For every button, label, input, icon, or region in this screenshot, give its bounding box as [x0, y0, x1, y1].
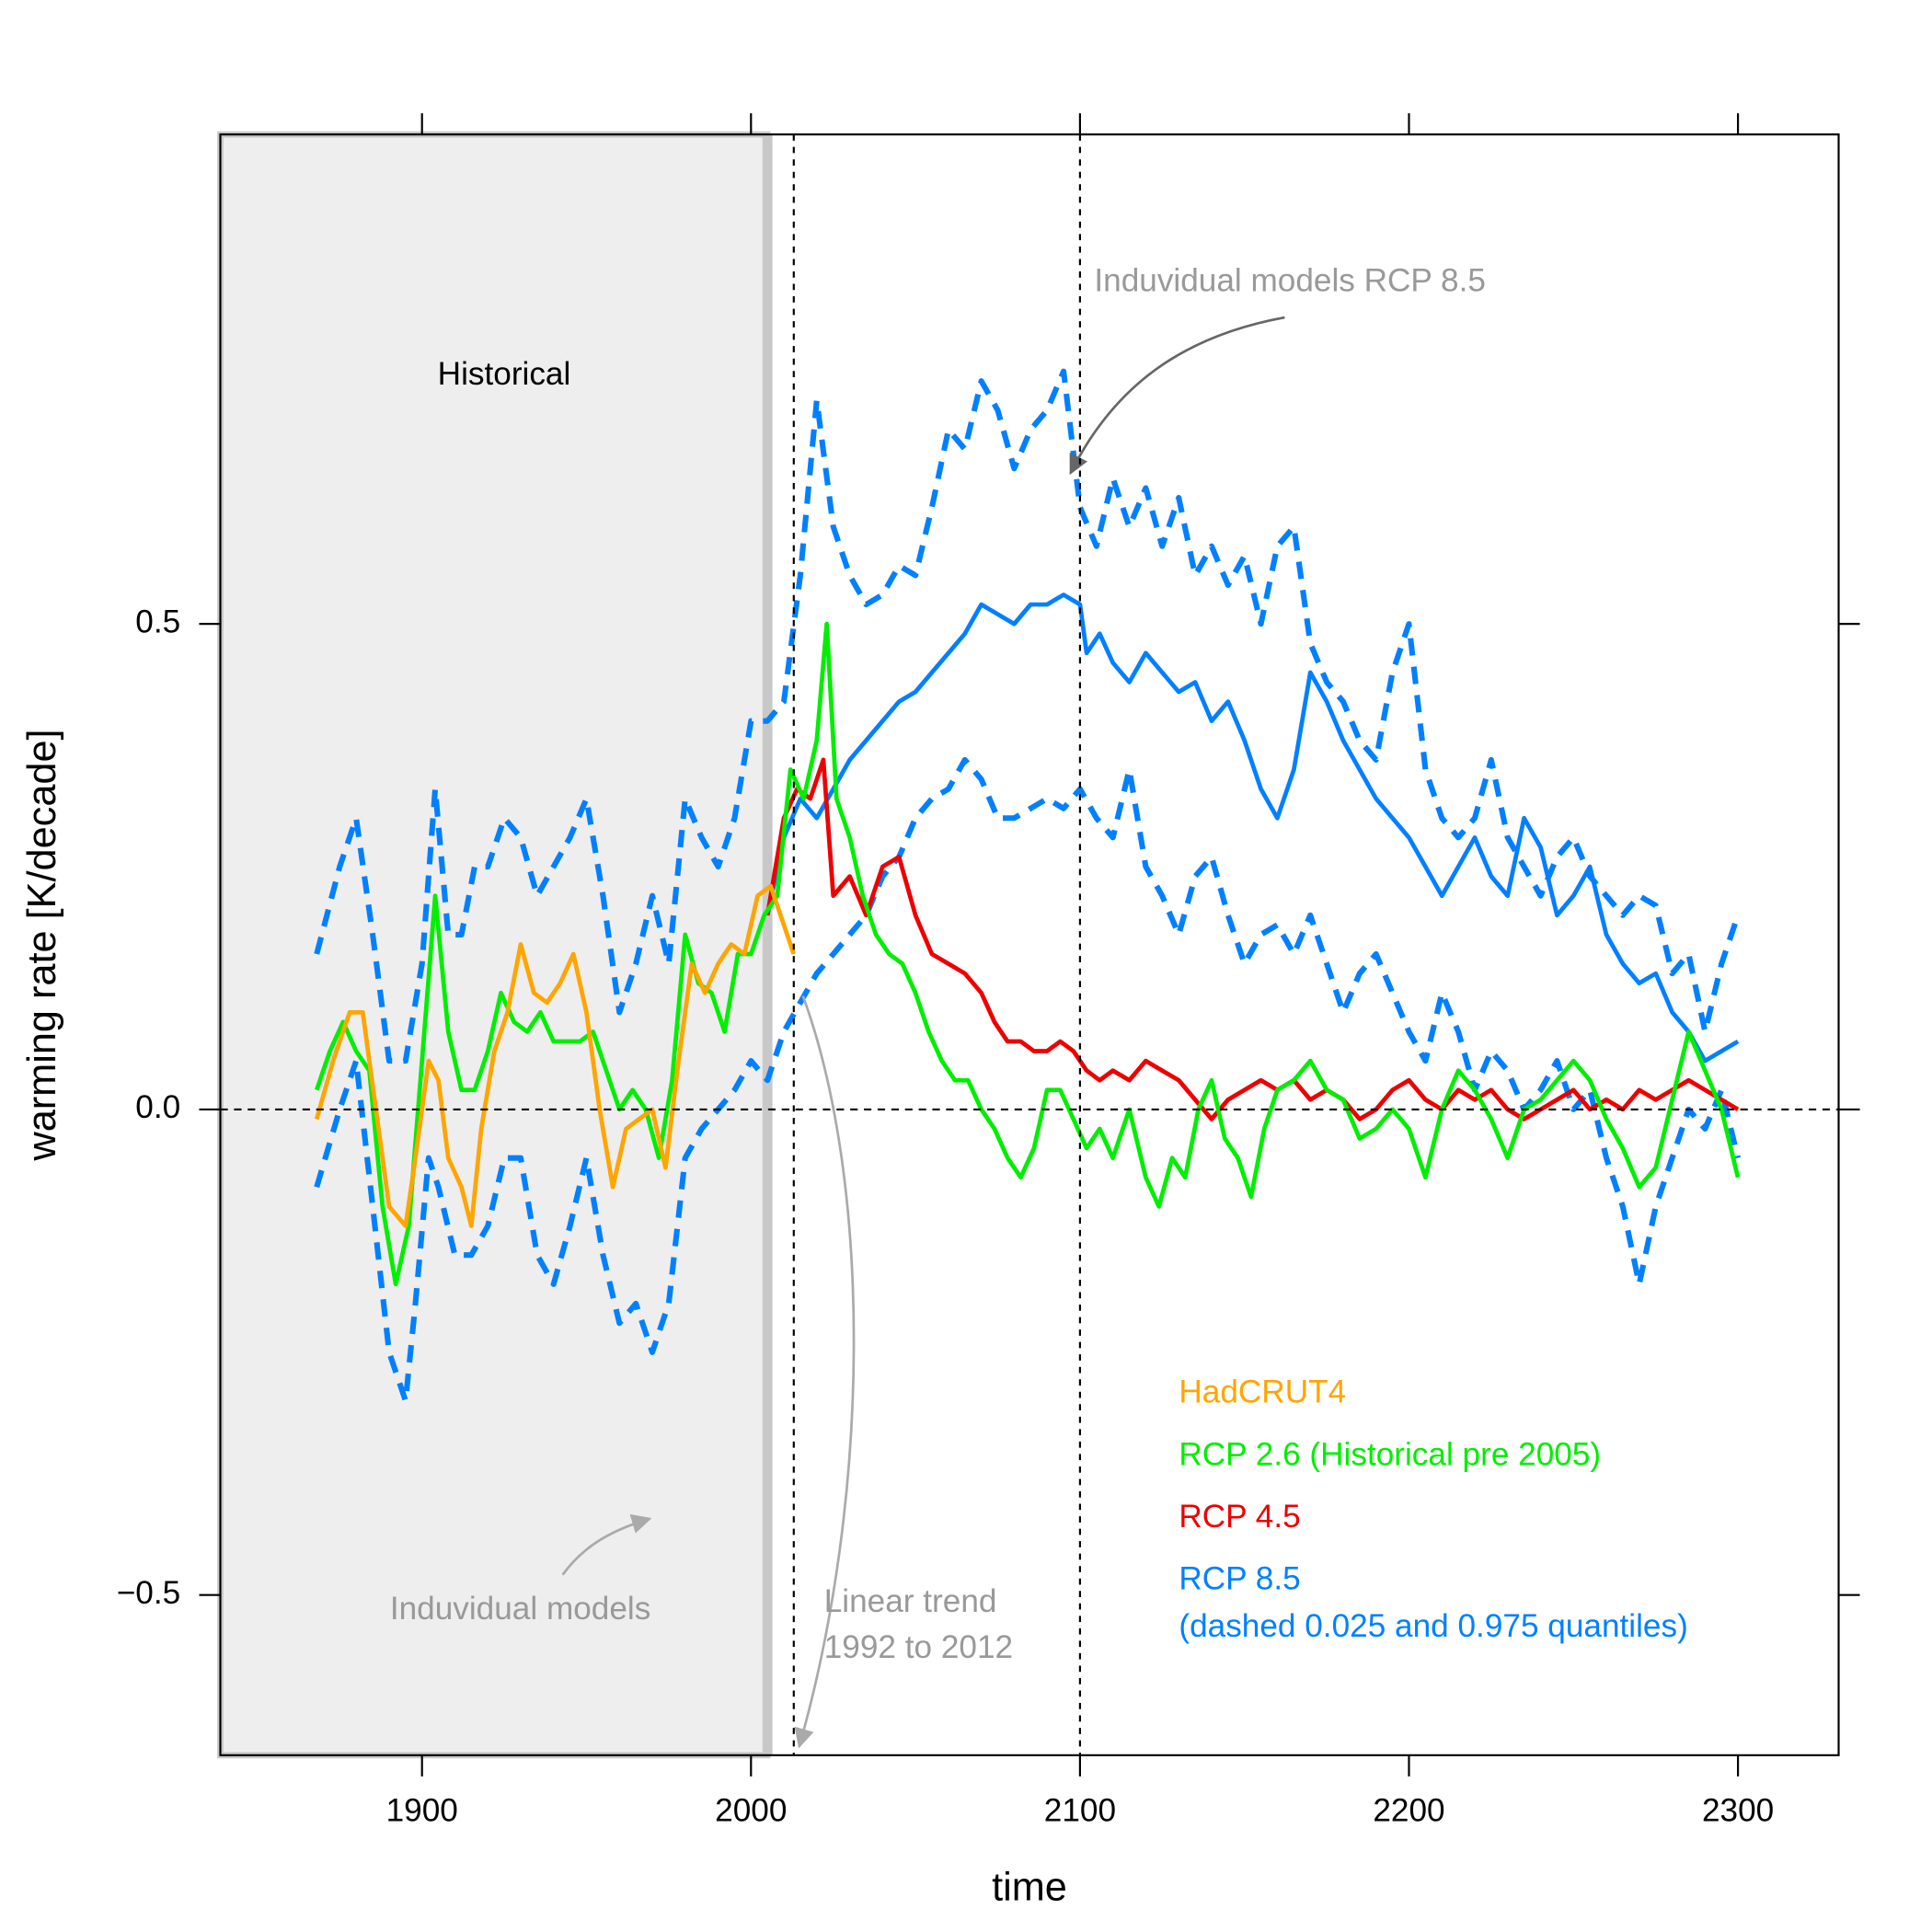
historical-region: [217, 131, 771, 1759]
series-line: [765, 592, 1740, 1064]
annotation: Induvidual models: [390, 1591, 651, 1627]
quantile-line: [314, 368, 1741, 1064]
arrow: [794, 995, 856, 1749]
plot-frame: [219, 133, 1840, 1756]
series-line: [314, 883, 796, 1228]
y-tick-label: −0.5: [117, 1575, 180, 1611]
y-tick-label: 0.0: [135, 1089, 180, 1125]
x-tick-label: 1900: [386, 1792, 458, 1828]
annotation: 1992 to 2012: [824, 1629, 1013, 1665]
annotation: Linear trend: [824, 1583, 997, 1619]
x-tick-label: 2000: [715, 1792, 787, 1828]
arrow: [561, 1513, 652, 1576]
x-tick-label: 2200: [1373, 1792, 1444, 1828]
series-line: [765, 757, 1740, 1121]
series-line: [314, 621, 1741, 1287]
annotation: Historical: [438, 356, 571, 392]
y-tick-label: 0.5: [135, 604, 180, 639]
arrow: [1069, 316, 1285, 476]
legend-note: (dashed 0.025 and 0.975 quantiles): [1179, 1608, 1687, 1644]
x-tick-label: 2100: [1044, 1792, 1116, 1828]
legend-entry: RCP 4.5: [1179, 1499, 1300, 1535]
legend-entry: HadCRUT4: [1179, 1374, 1346, 1410]
legend-entry: RCP 8.5: [1179, 1561, 1300, 1597]
y-axis-label: warming rate [K/decade]: [20, 729, 64, 1161]
quantile-line: [314, 756, 1742, 1404]
x-tick-label: 2300: [1702, 1792, 1774, 1828]
annotation: Induvidual models RCP 8.5: [1094, 262, 1486, 298]
x-axis-label: time: [992, 1865, 1067, 1909]
legend-entry: RCP 2.6 (Historical pre 2005): [1179, 1436, 1601, 1472]
